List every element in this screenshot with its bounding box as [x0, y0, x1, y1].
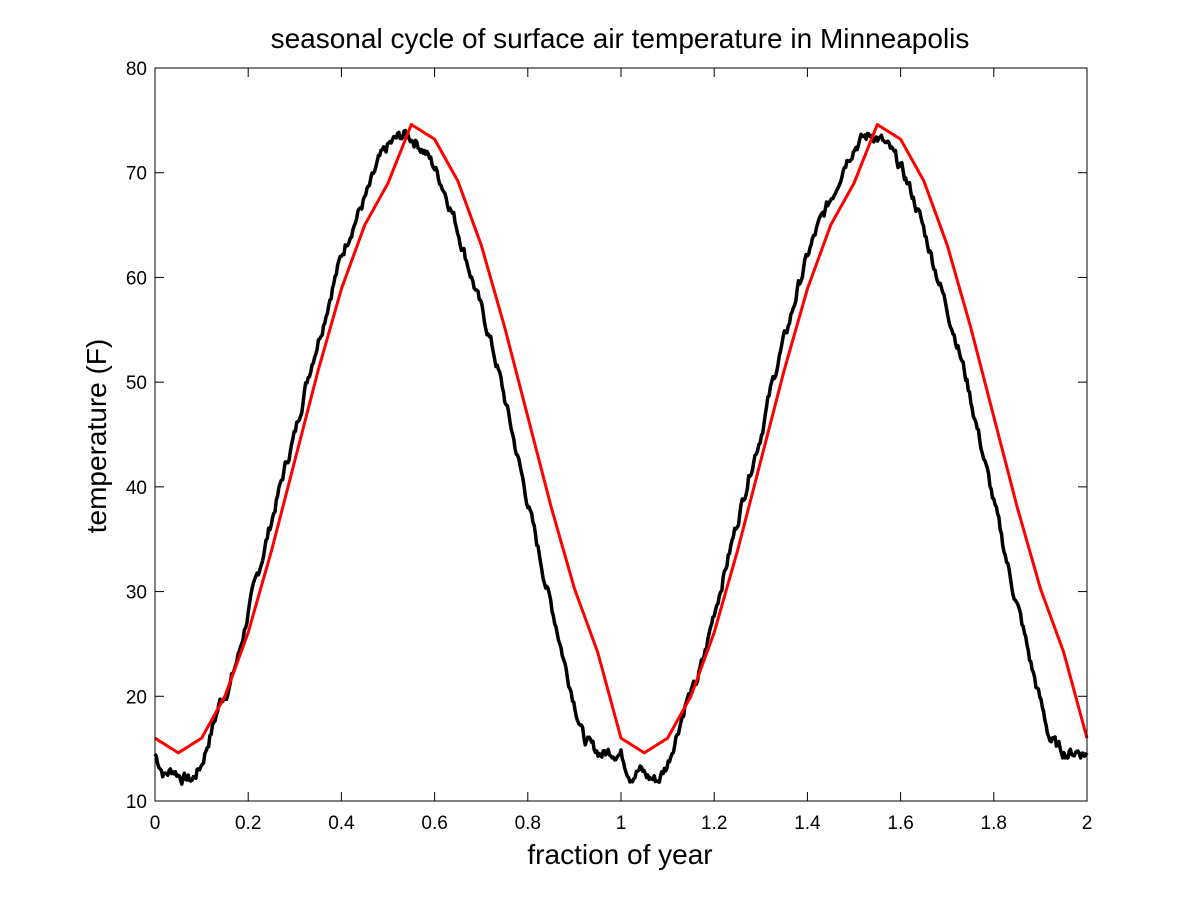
chart-title: seasonal cycle of surface air temperatur…	[271, 23, 970, 54]
x-tick-label: 0	[150, 813, 161, 834]
x-tick-label: 1.6	[887, 813, 913, 834]
x-tick-label: 1.2	[701, 813, 727, 834]
x-tick-label: 2	[1082, 813, 1093, 834]
series-layer	[153, 123, 1089, 786]
y-tick-label: 80	[126, 59, 147, 80]
series-line-fit	[154, 123, 1089, 755]
x-tick-label: 0.8	[515, 813, 541, 834]
y-tick-label: 60	[126, 268, 147, 289]
y-tick-label: 50	[126, 373, 147, 394]
plot-frame	[154, 67, 1088, 802]
x-axis-label: fraction of year	[527, 839, 712, 870]
x-tick-label: 0.2	[235, 813, 261, 834]
x-tick-label: 0.4	[328, 813, 355, 834]
series-line-observed	[153, 128, 1089, 786]
x-tick-label: 1.8	[981, 813, 1007, 834]
y-axis-label: temperature (F)	[81, 339, 112, 534]
x-tick-label: 1.4	[794, 813, 821, 834]
y-tick-label: 40	[126, 478, 147, 499]
y-tick-label: 20	[126, 687, 147, 708]
x-tick-label: 0.6	[421, 813, 447, 834]
x-tick-label: 1	[616, 813, 627, 834]
y-tick-label: 30	[126, 583, 147, 604]
y-tick-label: 10	[126, 792, 147, 813]
y-tick-label: 70	[126, 164, 147, 185]
tick-layer: 0 0.2 0.4 0.6 0.8 1 1.2 1.4 1.6 1.8 2 10 20 30 40 50 60 7…	[126, 59, 1092, 834]
